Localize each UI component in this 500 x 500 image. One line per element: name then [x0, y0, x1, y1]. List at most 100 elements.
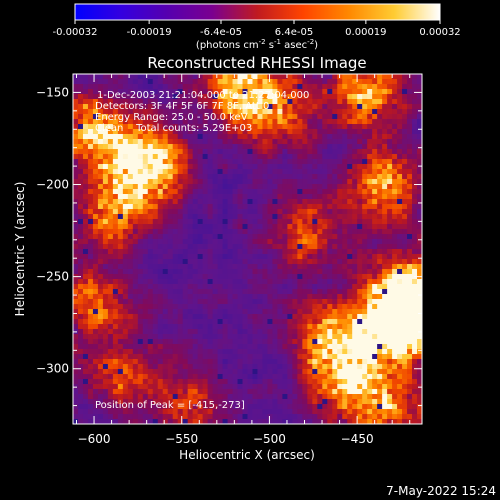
heatmap-cell: [207, 299, 214, 305]
heatmap-cell: [97, 179, 104, 185]
heatmap-cell: [137, 259, 144, 265]
heatmap-cell: [237, 374, 244, 380]
heatmap-cell: [267, 329, 274, 335]
heatmap-cell: [167, 339, 174, 345]
heatmap-cell: [407, 79, 413, 85]
heatmap-cell: [387, 389, 393, 395]
heatmap-cell: [277, 124, 283, 130]
heatmap-cell: [167, 369, 174, 375]
heatmap-cell: [407, 319, 413, 325]
heatmap-cell: [162, 89, 169, 95]
heatmap-cell: [177, 344, 184, 350]
heatmap-cell: [107, 129, 114, 135]
heatmap-cell: [412, 94, 418, 100]
heatmap-cell: [417, 79, 422, 85]
heatmap-cell: [112, 244, 119, 250]
heatmap-cell: [207, 119, 214, 125]
heatmap-cell: [412, 184, 418, 190]
heatmap-cell: [292, 94, 298, 100]
heatmap-cell: [177, 179, 184, 185]
heatmap-cell: [117, 144, 124, 150]
heatmap-cell: [152, 419, 159, 424]
heatmap-cell: [267, 224, 274, 230]
heatmap-cell: [77, 84, 84, 90]
heatmap-cell: [402, 134, 408, 140]
heatmap-cell: [372, 154, 378, 160]
heatmap-cell: [417, 269, 422, 275]
heatmap-cell: [342, 254, 348, 260]
heatmap-cell: [177, 84, 184, 90]
heatmap-cell: [107, 384, 114, 390]
heatmap-cell: [277, 274, 283, 280]
heatmap-cell: [267, 384, 274, 390]
heatmap-cell: [327, 414, 333, 420]
heatmap-cell: [412, 379, 418, 385]
heatmap-cell: [212, 294, 219, 300]
heatmap-cell: [327, 209, 333, 215]
heatmap-cell: [242, 189, 249, 195]
heatmap-cell: [82, 344, 89, 350]
heatmap-cell: [257, 409, 264, 415]
heatmap-cell: [337, 234, 343, 240]
heatmap-cell: [292, 389, 298, 395]
heatmap-cell: [177, 99, 184, 105]
heatmap-cell: [402, 399, 408, 405]
heatmap-cell: [257, 194, 264, 200]
heatmap-cell: [387, 409, 393, 415]
heatmap-cell: [307, 129, 313, 135]
heatmap-cell: [312, 84, 318, 90]
heatmap-cell: [267, 159, 274, 165]
heatmap-cell: [407, 409, 413, 415]
heatmap-cell: [307, 79, 313, 85]
heatmap-cell: [397, 169, 403, 175]
y-tick-label: −200: [36, 178, 69, 192]
heatmap-cell: [237, 129, 244, 135]
heatmap-cell: [217, 209, 224, 215]
heatmap-cell: [387, 79, 393, 85]
heatmap-cell: [367, 294, 373, 300]
heatmap-cell: [267, 109, 274, 115]
heatmap-cell: [302, 254, 308, 260]
heatmap-cell: [202, 94, 209, 100]
heatmap-cell: [307, 214, 313, 220]
heatmap-cell: [217, 219, 224, 225]
heatmap-cell: [377, 139, 383, 145]
heatmap-cell: [242, 259, 249, 265]
heatmap-cell: [322, 154, 328, 160]
heatmap-cell: [337, 309, 343, 315]
heatmap-cell: [347, 369, 353, 375]
heatmap-cell: [372, 324, 378, 330]
heatmap-cell: [137, 194, 144, 200]
heatmap-cell: [117, 249, 124, 255]
heatmap-cell: [272, 329, 279, 335]
heatmap-cell: [122, 164, 129, 170]
heatmap-cell: [182, 309, 189, 315]
heatmap-cell: [377, 74, 383, 80]
heatmap-cell: [242, 224, 249, 230]
heatmap-cell: [247, 289, 254, 295]
heatmap-cell: [212, 204, 219, 210]
heatmap-cell: [77, 339, 84, 345]
heatmap-cell: [212, 209, 219, 215]
heatmap-cell: [222, 419, 229, 424]
heatmap-cell: [177, 159, 184, 165]
heatmap-cell: [107, 294, 114, 300]
heatmap-cell: [202, 264, 209, 270]
heatmap-cell: [157, 199, 164, 205]
heatmap-cell: [77, 284, 84, 290]
heatmap-cell: [122, 414, 129, 420]
heatmap-cell: [292, 289, 298, 295]
heatmap-cell: [357, 289, 363, 295]
heatmap-cell: [197, 299, 204, 305]
heatmap-cell: [297, 289, 303, 295]
heatmap-cell: [332, 284, 338, 290]
heatmap-cell: [122, 204, 129, 210]
heatmap-cell: [97, 134, 104, 140]
heatmap-cell: [167, 324, 174, 330]
heatmap-cell: [197, 139, 204, 145]
heatmap-cell: [92, 184, 99, 190]
heatmap-cell: [242, 399, 249, 405]
heatmap-cell: [337, 219, 343, 225]
heatmap-cell: [332, 379, 338, 385]
heatmap-cell: [332, 324, 338, 330]
